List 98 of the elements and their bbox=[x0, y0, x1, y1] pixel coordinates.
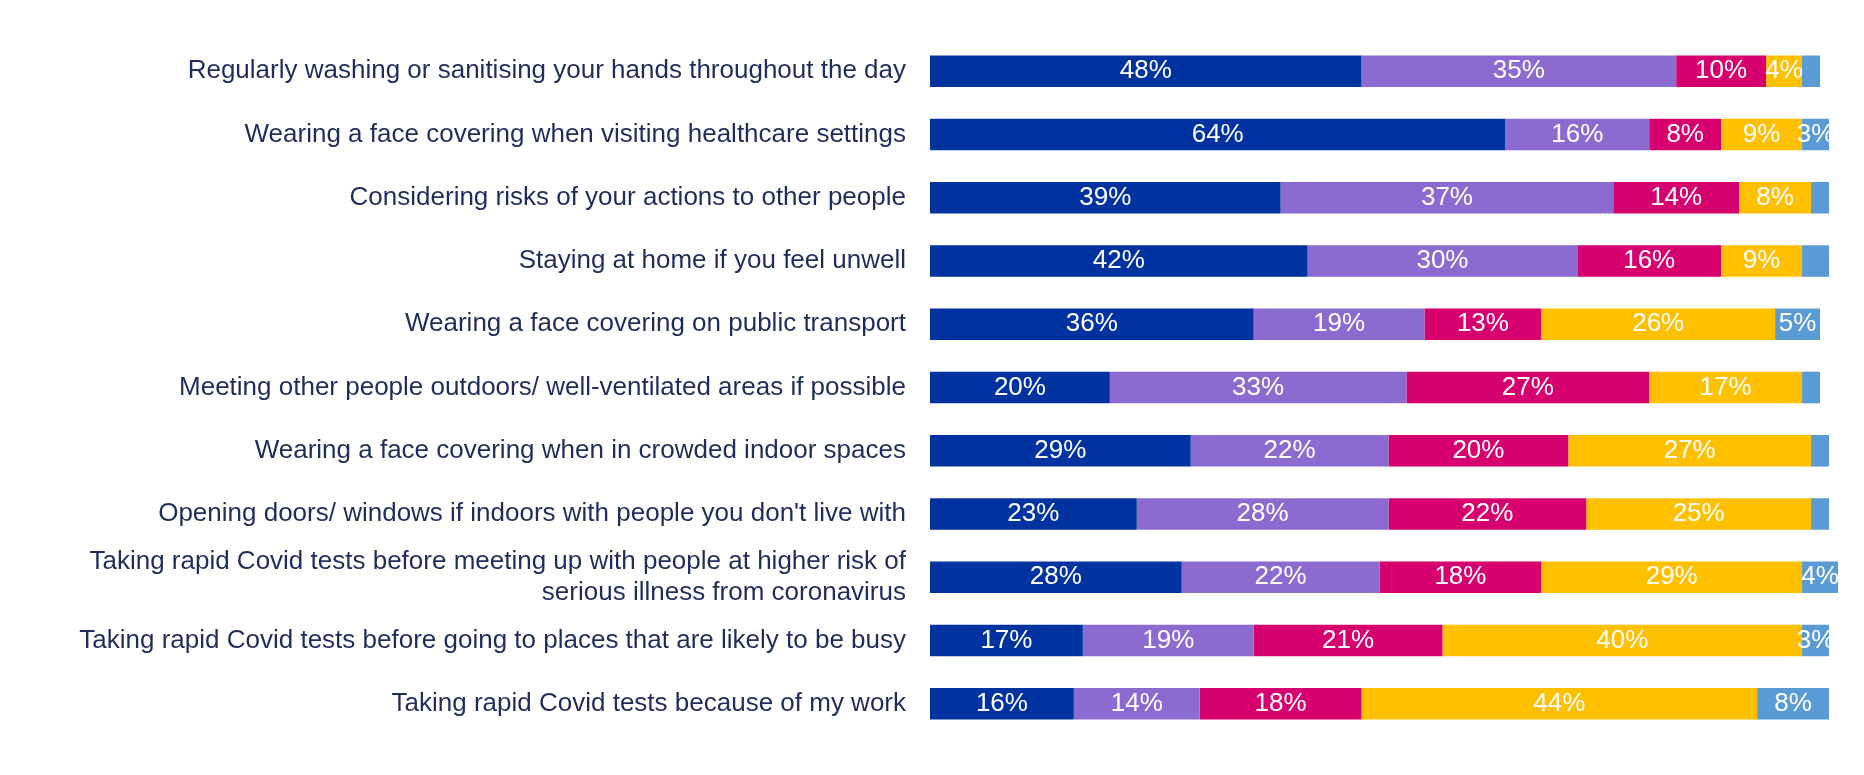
data-label: 20% bbox=[993, 370, 1046, 401]
data-label: 8% bbox=[1756, 180, 1794, 211]
data-label: 22% bbox=[1254, 560, 1307, 591]
bar bbox=[1082, 624, 1254, 657]
bar bbox=[1136, 498, 1389, 530]
data-label: 14% bbox=[1110, 686, 1163, 717]
bar bbox=[1577, 245, 1722, 277]
data-label: 21% bbox=[1322, 623, 1375, 654]
data-label: 42% bbox=[1092, 244, 1145, 275]
data-label: 8% bbox=[1774, 686, 1812, 717]
bar bbox=[1280, 181, 1614, 214]
bar bbox=[1253, 308, 1425, 341]
bar bbox=[1190, 434, 1389, 467]
bar bbox=[1541, 561, 1803, 594]
bar bbox=[1361, 55, 1677, 88]
bar bbox=[1613, 181, 1740, 214]
data-label: 14% bbox=[1650, 180, 1703, 211]
bar bbox=[930, 118, 1506, 151]
bar bbox=[1361, 687, 1758, 720]
bar bbox=[930, 308, 1254, 341]
bar bbox=[1199, 687, 1362, 720]
data-label: 28% bbox=[1236, 497, 1289, 528]
bar bbox=[1586, 498, 1812, 530]
y-tick-label: Taking rapid Covid tests before meeting up with people at higher risk of serious illness from coronavirus bbox=[89, 544, 907, 607]
data-label: 13% bbox=[1456, 307, 1509, 338]
y-tick-label: Wearing a face covering on public transport bbox=[404, 307, 907, 338]
data-label: 25% bbox=[1672, 497, 1725, 528]
y-tick-label: Taking rapid Covid tests before going to places that are likely to be busy bbox=[79, 623, 906, 654]
data-label: 20% bbox=[1452, 433, 1505, 464]
data-label: 17% bbox=[1699, 370, 1752, 401]
data-label: 9% bbox=[1742, 244, 1781, 275]
data-label: 39% bbox=[1079, 180, 1132, 211]
bar bbox=[930, 181, 1281, 214]
data-label: 5% bbox=[1778, 307, 1817, 338]
y-tick-label: Meeting other people outdoors/ well-ventilated areas if possible bbox=[179, 370, 906, 401]
y-tick-label: Wearing a face covering when in crowded indoor spaces bbox=[254, 433, 906, 464]
data-label: 29% bbox=[1645, 560, 1698, 591]
bar bbox=[1568, 434, 1812, 467]
data-label: 28% bbox=[1029, 560, 1082, 591]
bar bbox=[930, 561, 1182, 594]
bar bbox=[1811, 181, 1830, 214]
bar bbox=[1649, 371, 1803, 404]
bar bbox=[930, 624, 1083, 657]
y-tick-label: Wearing a face covering when visiting healthcare settings bbox=[244, 117, 906, 148]
data-label: 40% bbox=[1596, 623, 1649, 654]
y-tick-label: Opening doors/ windows if indoors with people you don't live with bbox=[158, 497, 906, 528]
data-label: 22% bbox=[1461, 497, 1514, 528]
data-label: 18% bbox=[1434, 560, 1487, 591]
bar bbox=[1181, 561, 1380, 594]
data-label: 8% bbox=[1666, 117, 1704, 148]
data-label: 22% bbox=[1263, 433, 1316, 464]
bar bbox=[1379, 561, 1542, 594]
bar bbox=[1388, 498, 1587, 530]
bar bbox=[1802, 371, 1821, 404]
bar bbox=[1388, 434, 1569, 467]
data-label: 64% bbox=[1191, 117, 1244, 148]
y-tick-label: Considering risks of your actions to other people bbox=[349, 180, 906, 211]
bar bbox=[1541, 308, 1776, 341]
bar bbox=[1811, 498, 1830, 530]
data-label: 27% bbox=[1501, 370, 1554, 401]
bar bbox=[1802, 245, 1830, 277]
bar bbox=[1307, 245, 1578, 277]
bar bbox=[930, 434, 1191, 467]
bar bbox=[930, 245, 1308, 277]
data-label: 9% bbox=[1742, 117, 1781, 148]
bar bbox=[1073, 687, 1200, 720]
bar bbox=[930, 498, 1137, 530]
data-label: 26% bbox=[1632, 307, 1685, 338]
data-label: 19% bbox=[1142, 623, 1195, 654]
data-label: 36% bbox=[1065, 307, 1118, 338]
data-label: 16% bbox=[975, 686, 1028, 717]
data-label: 37% bbox=[1420, 180, 1473, 211]
data-label: 18% bbox=[1254, 686, 1307, 717]
data-label: 16% bbox=[1623, 244, 1676, 275]
bar bbox=[930, 371, 1110, 404]
bar bbox=[1811, 434, 1830, 467]
data-label: 16% bbox=[1551, 117, 1604, 148]
bar bbox=[1802, 55, 1821, 88]
data-label: 35% bbox=[1492, 54, 1545, 85]
data-label: 27% bbox=[1663, 433, 1716, 464]
bar bbox=[1253, 624, 1443, 657]
bar bbox=[1109, 371, 1407, 404]
data-label: 29% bbox=[1034, 433, 1087, 464]
data-label: 19% bbox=[1313, 307, 1366, 338]
y-tick-label: Taking rapid Covid tests because of my work bbox=[391, 686, 907, 717]
data-label: 17% bbox=[980, 623, 1033, 654]
data-label: 23% bbox=[1007, 497, 1060, 528]
data-label: 44% bbox=[1533, 686, 1586, 717]
data-label: 48% bbox=[1119, 54, 1172, 85]
data-label: 30% bbox=[1416, 244, 1469, 275]
y-tick-label: Staying at home if you feel unwell bbox=[518, 244, 906, 275]
data-label: 10% bbox=[1695, 54, 1748, 85]
data-label: 33% bbox=[1232, 370, 1285, 401]
bar bbox=[1406, 371, 1650, 404]
y-tick-label: Regularly washing or sanitising your hands throughout the day bbox=[187, 54, 906, 85]
bar bbox=[1424, 308, 1542, 341]
bar bbox=[930, 55, 1362, 88]
bar bbox=[930, 687, 1074, 720]
